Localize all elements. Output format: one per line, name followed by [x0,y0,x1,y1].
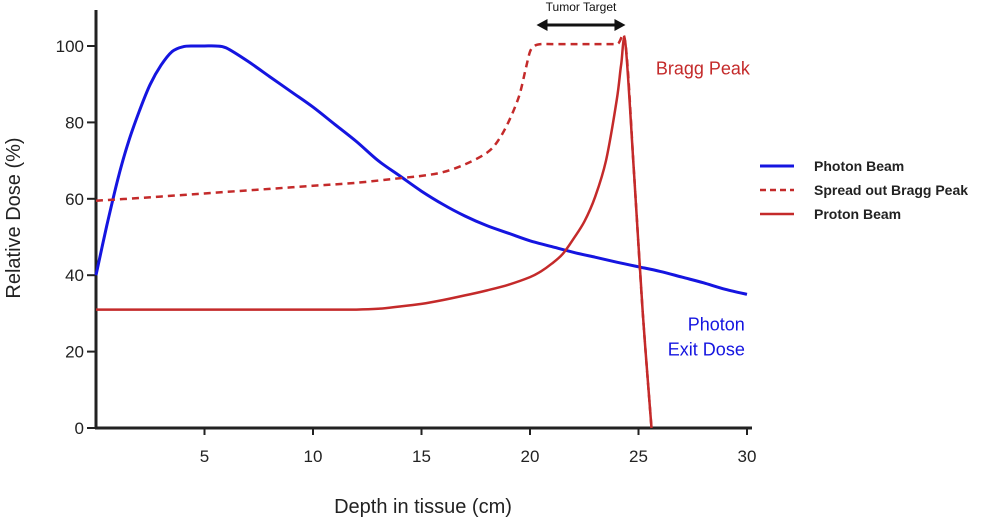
annotation-exit-dose: Exit Dose [668,339,745,359]
tumor-target-arrowhead-right [614,18,626,31]
legend-label-photon-beam: Photon Beam [814,158,904,174]
series-line-spread-out-bragg-peak [95,33,653,429]
x-axis-title: Depth in tissue (cm) [334,496,512,518]
series-line-proton-beam [95,37,653,429]
legend: Photon Beam Spread out Bragg Peak Proton… [760,158,968,222]
y-tick-label: 80 [65,113,84,132]
x-tick-label: 25 [629,447,648,466]
annotation-tumor-target: Tumor Target [546,0,617,14]
annotation-bragg-peak: Bragg Peak [656,59,751,79]
y-tick-label: 20 [65,343,84,362]
y-tick-label: 100 [56,37,84,56]
legend-label-spread-out-bragg-peak: Spread out Bragg Peak [814,182,968,198]
x-tick-label: 20 [521,447,540,466]
axes [94,10,752,430]
legend-label-proton-beam: Proton Beam [814,206,901,222]
x-tick-label: 10 [304,447,323,466]
series-lines [94,33,748,429]
annotations: Tumor Target Bragg Peak Photon Exit Dose [536,0,751,359]
y-tick-label: 0 [75,419,84,438]
y-tick-label: 60 [65,190,84,209]
y-axis-title: Relative Dose (%) [3,137,25,298]
x-tick-label: 30 [738,447,757,466]
annotation-photon: Photon [688,315,745,335]
x-tick-label: 5 [200,447,209,466]
tick-marks: 5 10 15 20 25 30 0 20 40 60 80 100 [56,37,757,466]
x-tick-label: 15 [412,447,431,466]
y-tick-label: 40 [65,266,84,285]
tumor-target-arrowhead-left [536,18,548,31]
series-line-photon-beam [94,44,748,296]
